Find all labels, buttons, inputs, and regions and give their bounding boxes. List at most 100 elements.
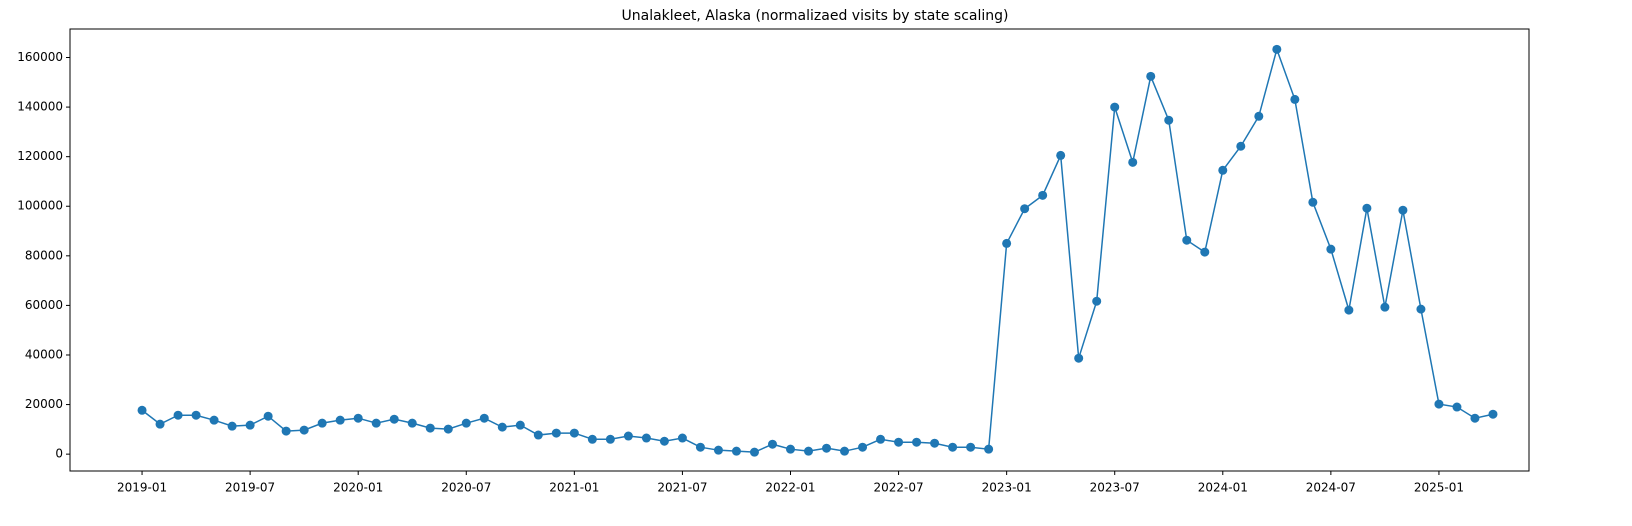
data-point bbox=[1074, 353, 1084, 363]
x-tick-label: 2019-01 bbox=[117, 481, 167, 495]
data-point bbox=[1164, 115, 1174, 125]
y-tick-label: 100000 bbox=[17, 199, 63, 213]
y-tick-label: 80000 bbox=[25, 248, 63, 262]
data-point bbox=[1254, 111, 1264, 121]
data-point bbox=[389, 414, 399, 424]
data-point bbox=[840, 446, 850, 456]
data-point bbox=[1272, 44, 1282, 54]
y-tick-label: 40000 bbox=[25, 347, 63, 361]
data-point bbox=[1020, 204, 1030, 214]
data-point bbox=[227, 421, 237, 431]
x-tick-label: 2020-01 bbox=[333, 481, 383, 495]
data-point bbox=[425, 423, 435, 433]
data-point bbox=[1398, 205, 1408, 215]
x-tick-label: 2021-07 bbox=[657, 481, 707, 495]
data-point bbox=[1326, 244, 1336, 254]
y-tick-label: 20000 bbox=[25, 397, 63, 411]
data-point bbox=[263, 411, 273, 421]
series-line bbox=[141, 46, 1494, 453]
data-point bbox=[461, 418, 471, 428]
data-point bbox=[804, 446, 814, 456]
x-tick-label: 2020-07 bbox=[441, 481, 491, 495]
data-point bbox=[623, 431, 633, 441]
data-point bbox=[767, 439, 777, 449]
y-tick-label: 140000 bbox=[17, 100, 63, 114]
data-point bbox=[209, 415, 219, 425]
x-tick-label: 2024-01 bbox=[1198, 481, 1248, 495]
data-point bbox=[1200, 247, 1210, 257]
data-point bbox=[533, 430, 543, 440]
data-point bbox=[695, 442, 705, 452]
x-tick-label: 2025-01 bbox=[1414, 481, 1464, 495]
data-point bbox=[894, 437, 904, 447]
data-point bbox=[407, 418, 417, 428]
data-point bbox=[1092, 296, 1102, 306]
data-point bbox=[659, 436, 669, 446]
data-point bbox=[876, 434, 886, 444]
y-tick-label: 120000 bbox=[17, 149, 63, 163]
y-tick-label: 160000 bbox=[17, 50, 63, 64]
data-point bbox=[479, 413, 489, 423]
data-point bbox=[1038, 190, 1048, 200]
x-tick-label: 2023-07 bbox=[1090, 481, 1140, 495]
x-tick-label: 2019-07 bbox=[225, 481, 275, 495]
x-tick-label: 2022-01 bbox=[765, 481, 815, 495]
data-point bbox=[1434, 399, 1444, 409]
data-point bbox=[173, 410, 183, 420]
data-point bbox=[1308, 197, 1318, 207]
data-point bbox=[984, 444, 994, 454]
data-point bbox=[1218, 165, 1228, 175]
data-point bbox=[515, 420, 525, 430]
data-point bbox=[641, 433, 651, 443]
data-point bbox=[1380, 302, 1390, 312]
data-point bbox=[948, 442, 958, 452]
data-point bbox=[731, 446, 741, 456]
data-point bbox=[1470, 413, 1480, 423]
y-tick-label: 0 bbox=[55, 447, 63, 461]
x-tick-label: 2024-07 bbox=[1306, 481, 1356, 495]
data-point bbox=[353, 413, 363, 423]
data-point bbox=[1128, 157, 1138, 167]
data-point bbox=[371, 418, 381, 428]
data-point bbox=[605, 434, 615, 444]
data-point bbox=[281, 426, 291, 436]
data-point bbox=[317, 418, 327, 428]
data-point bbox=[1002, 238, 1012, 248]
data-point bbox=[587, 434, 597, 444]
x-tick-label: 2022-07 bbox=[873, 481, 923, 495]
data-point bbox=[1290, 94, 1300, 104]
data-point bbox=[1236, 141, 1246, 151]
data-point bbox=[1362, 203, 1372, 213]
data-point bbox=[443, 424, 453, 434]
data-point bbox=[1344, 305, 1354, 315]
data-point bbox=[191, 410, 201, 420]
data-point bbox=[137, 405, 147, 415]
data-point bbox=[1488, 409, 1498, 419]
data-point bbox=[677, 433, 687, 443]
data-point bbox=[912, 437, 922, 447]
data-point bbox=[1110, 102, 1120, 112]
data-point bbox=[930, 438, 940, 448]
chart-title: Unalakleet, Alaska (normalizaed visits b… bbox=[622, 8, 1009, 24]
plot-frame bbox=[69, 28, 1530, 472]
data-point bbox=[245, 420, 255, 430]
data-point bbox=[335, 415, 345, 425]
data-point bbox=[1182, 235, 1192, 245]
x-tick-label: 2021-01 bbox=[549, 481, 599, 495]
data-point bbox=[822, 443, 832, 453]
data-point bbox=[1146, 71, 1156, 81]
data-point bbox=[497, 422, 507, 432]
data-point bbox=[1452, 402, 1462, 412]
data-point bbox=[155, 419, 165, 429]
data-point bbox=[713, 445, 723, 455]
data-point bbox=[551, 428, 561, 438]
data-point bbox=[1416, 304, 1426, 314]
data-point bbox=[749, 447, 759, 457]
data-point bbox=[569, 428, 579, 438]
data-point bbox=[966, 442, 976, 452]
x-tick-label: 2023-01 bbox=[982, 481, 1032, 495]
y-tick-label: 60000 bbox=[25, 298, 63, 312]
data-point bbox=[1056, 150, 1066, 160]
